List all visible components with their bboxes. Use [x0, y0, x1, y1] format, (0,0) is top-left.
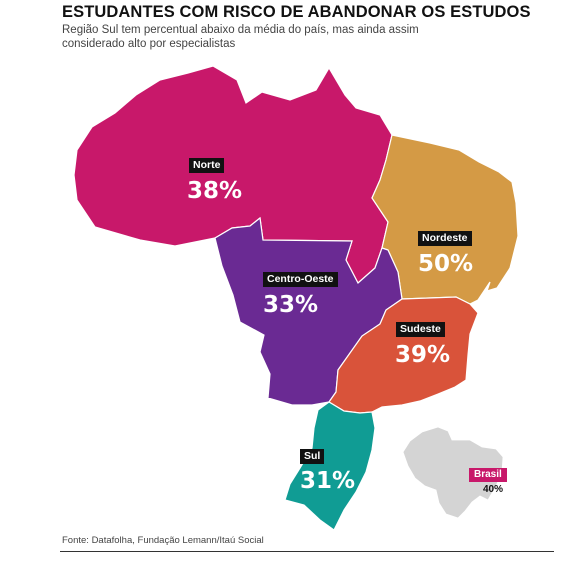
value-norte: 38%	[187, 178, 243, 204]
value-sudeste: 39%	[395, 342, 451, 368]
source-note: Fonte: Datafolha, Fundação Lemann/Itaú S…	[62, 535, 264, 546]
region-sul-shape	[284, 401, 376, 531]
label-sul: Sul	[300, 449, 325, 464]
label-centro-oeste: Centro-Oeste	[263, 272, 338, 287]
chart-subtitle: Região Sul tem percentual abaixo da médi…	[62, 24, 419, 50]
value-nordeste: 50%	[418, 251, 474, 277]
label-norte: Norte	[189, 158, 225, 173]
label-nordeste: Nordeste	[418, 231, 472, 246]
chart-title: ESTUDANTES COM RISCO DE ABANDONAR OS EST…	[62, 3, 531, 21]
label-sudeste: Sudeste	[396, 322, 445, 337]
value-sul: 31%	[300, 468, 356, 494]
brasil-inset-map	[402, 426, 504, 519]
region-nordeste-shape	[371, 134, 519, 305]
value-brasil: 40%	[483, 484, 504, 495]
label-brasil: Brasil	[469, 468, 507, 482]
value-centro-oeste: 33%	[263, 292, 319, 318]
bottom-divider	[60, 551, 554, 552]
